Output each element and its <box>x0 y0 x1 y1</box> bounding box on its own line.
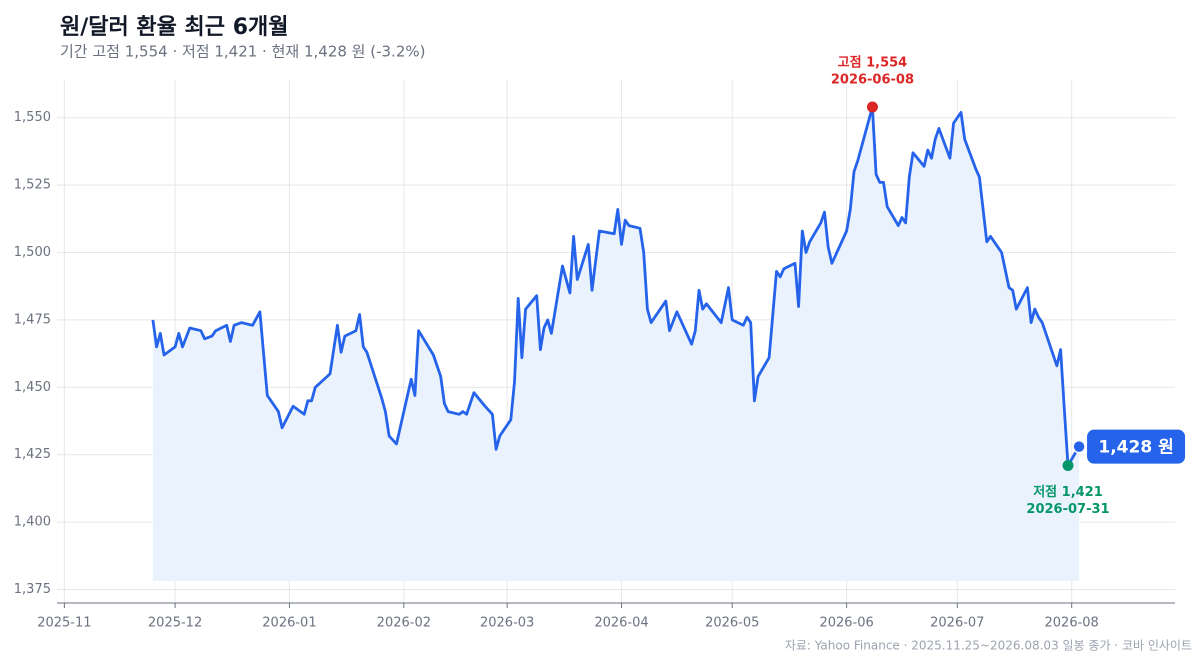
y-tick-label: 1,500 <box>14 245 51 260</box>
y-tick-label: 1,550 <box>14 110 51 125</box>
y-tick-label: 1,375 <box>14 582 51 597</box>
low-point <box>1062 460 1074 472</box>
high-label: 고점 1,554 <box>838 55 908 70</box>
x-tick-label: 2026-01 <box>262 616 316 631</box>
low-date: 2026-07-31 <box>1026 502 1109 517</box>
high-point <box>866 101 878 113</box>
x-tick-label: 2026-03 <box>480 616 534 631</box>
y-tick-label: 1,475 <box>14 312 51 327</box>
x-tick-label: 2026-06 <box>819 616 873 631</box>
low-label: 저점 1,421 <box>1033 485 1103 500</box>
x-tick-label: 2026-07 <box>930 616 984 631</box>
x-tick-label: 2026-08 <box>1045 616 1099 631</box>
y-tick-label: 1,450 <box>14 380 51 395</box>
y-tick-label: 1,525 <box>14 178 51 193</box>
area <box>152 107 1080 581</box>
y-tick-label: 1,400 <box>14 515 51 530</box>
x-tick-label: 2026-02 <box>377 616 431 631</box>
last-label: 1,428 원 <box>1098 438 1173 458</box>
x-tick-label: 2026-05 <box>705 616 759 631</box>
x-tick-label: 2025-12 <box>148 616 202 631</box>
chart-title: 원/달러 환율 최근 6개월 <box>60 15 288 40</box>
high-date: 2026-06-08 <box>831 72 914 87</box>
chart-subtitle: 기간 고점 1,554 · 저점 1,421 · 현재 1,428 원 (-3.… <box>60 43 425 61</box>
last-point <box>1072 439 1086 454</box>
line <box>151 105 1081 467</box>
source-note: 자료: Yahoo Finance · 2025.11.25~2026.08.0… <box>785 639 1192 653</box>
x-tick-label: 2026-04 <box>594 616 648 631</box>
y-tick-label: 1,425 <box>14 447 51 462</box>
x-tick-label: 2025-11 <box>37 616 91 631</box>
last-pill <box>1087 429 1186 464</box>
